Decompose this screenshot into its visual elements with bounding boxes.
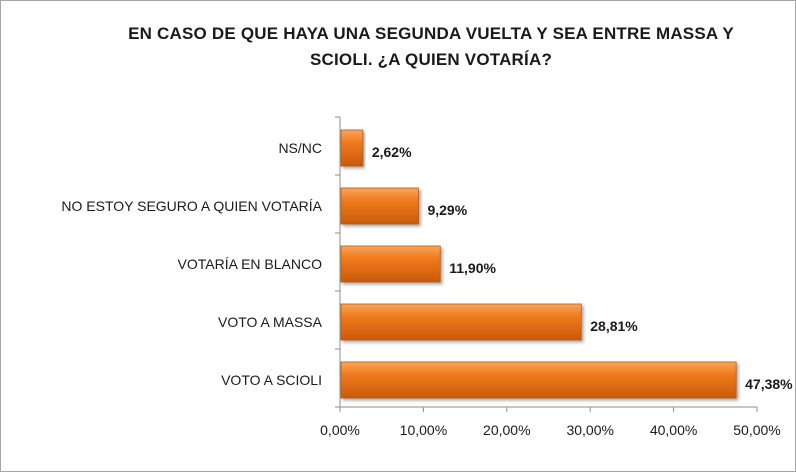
category-label: VOTARÍA EN BLANCO — [178, 256, 323, 272]
data-label: 28,81% — [590, 318, 638, 334]
bar — [340, 129, 364, 167]
bar — [340, 303, 582, 341]
category-label: VOTO A MASSA — [218, 314, 323, 330]
data-label: 9,29% — [427, 202, 467, 218]
x-tick-label: 0,00% — [320, 422, 360, 438]
chart-title-line-1: EN CASO DE QUE HAYA UNA SEGUNDA VUELTA Y… — [128, 24, 734, 43]
category-label: NS/NC — [278, 140, 322, 156]
category-label: NO ESTOY SEGURO A QUIEN VOTARÍA — [61, 198, 322, 214]
x-tick-label: 20,00% — [483, 422, 530, 438]
x-tick-label: 10,00% — [400, 422, 447, 438]
x-tick-label: 30,00% — [566, 422, 613, 438]
category-label: VOTO A SCIOLI — [221, 372, 322, 388]
data-label: 11,90% — [449, 260, 496, 276]
chart-title-line-2: SCIOLI. ¿A QUIEN VOTARÍA? — [309, 50, 553, 69]
data-label: 47,38% — [745, 376, 793, 392]
bar — [340, 187, 419, 225]
chart-title: EN CASO DE QUE HAYA UNA SEGUNDA VUELTA Y… — [71, 21, 791, 73]
data-label: 2,62% — [372, 144, 412, 160]
bar — [340, 245, 441, 283]
x-tick-label: 40,00% — [650, 422, 697, 438]
bar — [340, 361, 737, 399]
x-tick-label: 50,00% — [733, 422, 780, 438]
